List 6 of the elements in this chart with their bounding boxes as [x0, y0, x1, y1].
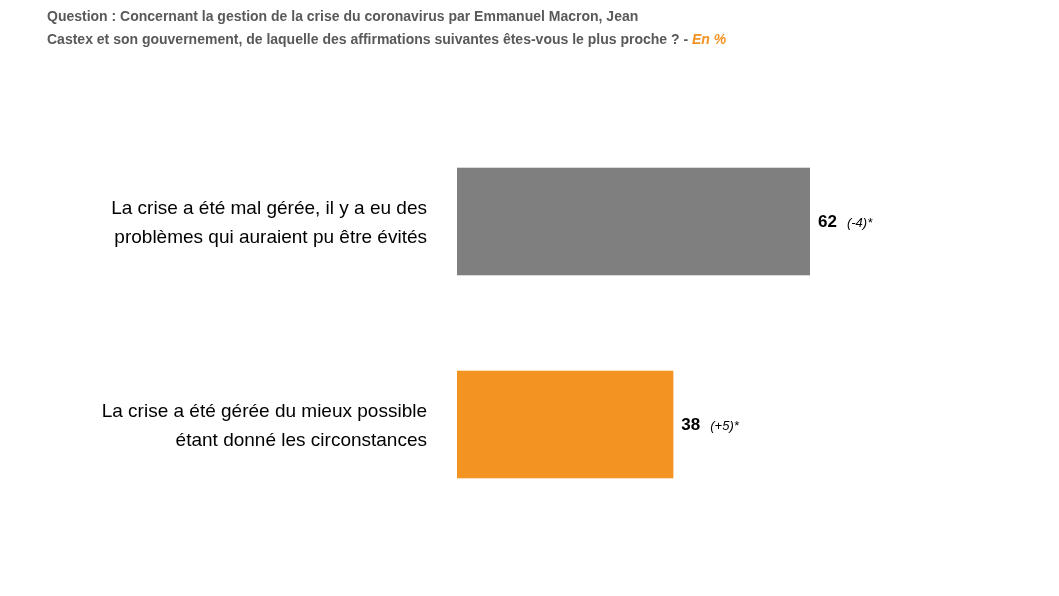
chart-title: Question : Concernant la gestion de la crise du coronavirus par Emmanuel Macron, Jean Castex et son gouvernement, de laquelle des affirmations suivantes êtes-vous le plus proche ? - [47, 8, 689, 47]
chart-subtitle: En % [691, 31, 727, 47]
y-tick-label: La crise a été gérée du mieux possible étant donné les circonstances [101, 399, 427, 450]
data-label: 38 (+5)* [681, 415, 740, 435]
y-tick-label: La crise a été mal gérée, il y a eu des problèmes qui auraient pu être évités [111, 196, 427, 247]
data-label: 62 (-4)* [818, 212, 874, 232]
